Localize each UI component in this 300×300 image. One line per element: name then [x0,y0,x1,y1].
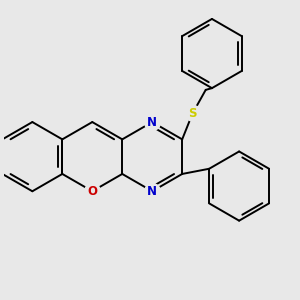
Point [150,120,154,124]
Point [150,189,154,194]
Text: N: N [147,116,157,129]
Text: N: N [147,185,157,198]
Text: O: O [87,185,97,198]
Text: S: S [188,107,197,120]
Point [90,189,95,194]
Point [190,111,195,116]
